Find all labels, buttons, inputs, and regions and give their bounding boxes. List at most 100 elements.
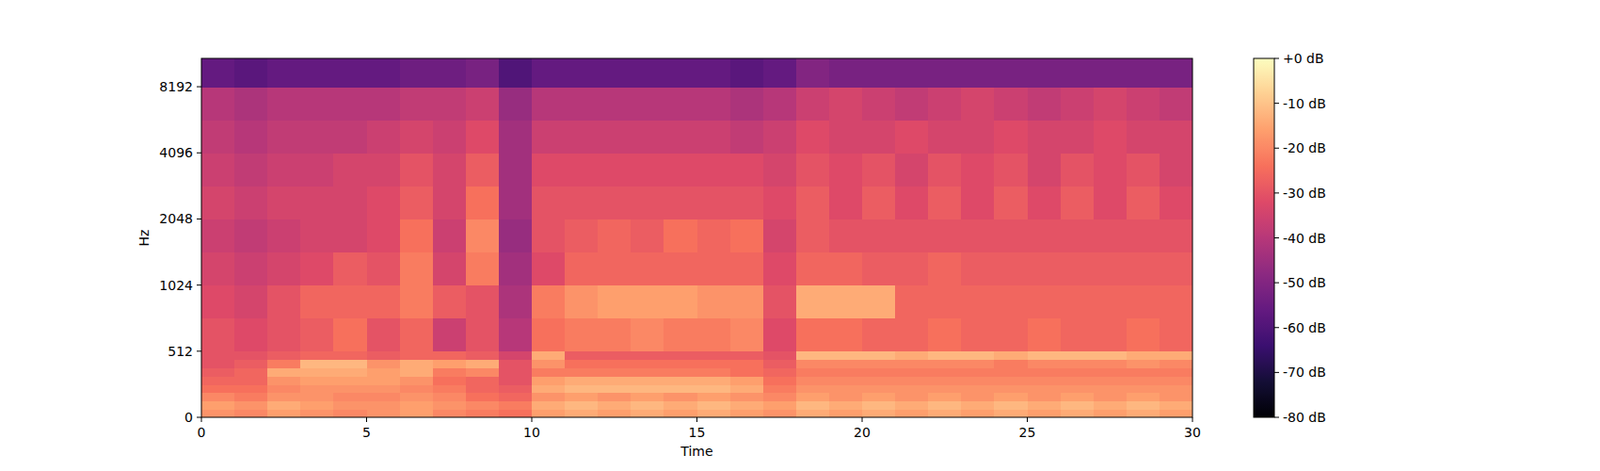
x-tick-label: 0: [197, 424, 207, 440]
cell: [400, 351, 434, 360]
cell: [862, 58, 896, 88]
cell: [432, 400, 467, 409]
cell: [201, 384, 236, 393]
cell: [597, 318, 632, 352]
x-tick: [201, 416, 203, 422]
cell: [333, 318, 368, 352]
cell: [432, 367, 467, 376]
cell: [862, 375, 896, 384]
cell: [630, 408, 665, 417]
cell: [1159, 218, 1193, 253]
cell: [1093, 86, 1128, 121]
cell: [1126, 408, 1161, 417]
cell: [564, 252, 599, 287]
cell: [465, 392, 500, 401]
cell: [531, 152, 566, 187]
cell: [993, 400, 1028, 409]
cell: [1027, 218, 1062, 253]
cell: [697, 119, 732, 154]
cell: [498, 285, 533, 320]
cell: [1027, 400, 1062, 409]
cell: [597, 384, 632, 393]
cell: [597, 185, 632, 220]
cell: [796, 152, 831, 187]
cell: [763, 252, 798, 287]
y-tick: [196, 284, 202, 286]
cell: [367, 359, 401, 368]
cell: [796, 351, 831, 360]
cell: [597, 367, 632, 376]
cell: [895, 359, 929, 368]
cell: [763, 285, 798, 320]
cell: [400, 367, 434, 376]
x-tick: [1192, 416, 1194, 422]
cell: [1159, 408, 1193, 417]
cell: [1060, 375, 1095, 384]
cell: [367, 384, 401, 393]
cell: [531, 86, 566, 121]
cell: [564, 384, 599, 393]
cell: [1027, 351, 1062, 360]
cell: [1060, 384, 1095, 393]
cell: [1126, 152, 1161, 187]
cell: [465, 400, 500, 409]
cell: [300, 285, 335, 320]
cell: [234, 185, 269, 220]
colorbar-tick-label: -30 dB: [1282, 185, 1327, 201]
cell: [697, 408, 732, 417]
cell: [234, 58, 269, 88]
cell: [201, 359, 236, 368]
cell: [1060, 392, 1095, 401]
cell: [432, 86, 467, 121]
cell: [993, 58, 1028, 88]
cell: [993, 392, 1028, 401]
cell: [498, 408, 533, 417]
cell: [1093, 392, 1128, 401]
cell: [465, 152, 500, 187]
cell: [234, 318, 269, 352]
cell: [201, 252, 236, 287]
cell: [862, 351, 896, 360]
cell: [432, 408, 467, 417]
colorbar-tick: [1274, 282, 1280, 284]
cell: [564, 152, 599, 187]
cell: [663, 392, 698, 401]
cell: [333, 408, 368, 417]
cell: [1126, 86, 1161, 121]
cell: [564, 185, 599, 220]
cell: [234, 392, 269, 401]
cell: [993, 318, 1028, 352]
cell: [234, 367, 269, 376]
cell: [367, 392, 401, 401]
cell: [564, 58, 599, 88]
cell: [531, 400, 566, 409]
cell: [1060, 408, 1095, 417]
cell: [367, 252, 401, 287]
y-tick-label: 1024: [159, 277, 193, 293]
cell: [367, 318, 401, 352]
cell: [1159, 285, 1193, 320]
colorbar-tick: [1274, 416, 1280, 418]
cell: [730, 285, 765, 320]
cell: [333, 367, 368, 376]
cell: [796, 119, 831, 154]
cell: [531, 351, 566, 360]
cell: [400, 359, 434, 368]
cell: [928, 58, 962, 88]
cell: [796, 318, 831, 352]
cell: [1027, 318, 1062, 352]
cell: [630, 218, 665, 253]
cell: [993, 285, 1028, 320]
cell: [763, 351, 798, 360]
cell: [1159, 119, 1193, 154]
cell: [367, 351, 401, 360]
cell: [663, 318, 698, 352]
cell: [465, 285, 500, 320]
cell: [597, 218, 632, 253]
cell: [498, 218, 533, 253]
cell: [531, 359, 566, 368]
cell: [1060, 86, 1095, 121]
cell: [1027, 367, 1062, 376]
cell: [267, 400, 302, 409]
cell: [960, 359, 995, 368]
